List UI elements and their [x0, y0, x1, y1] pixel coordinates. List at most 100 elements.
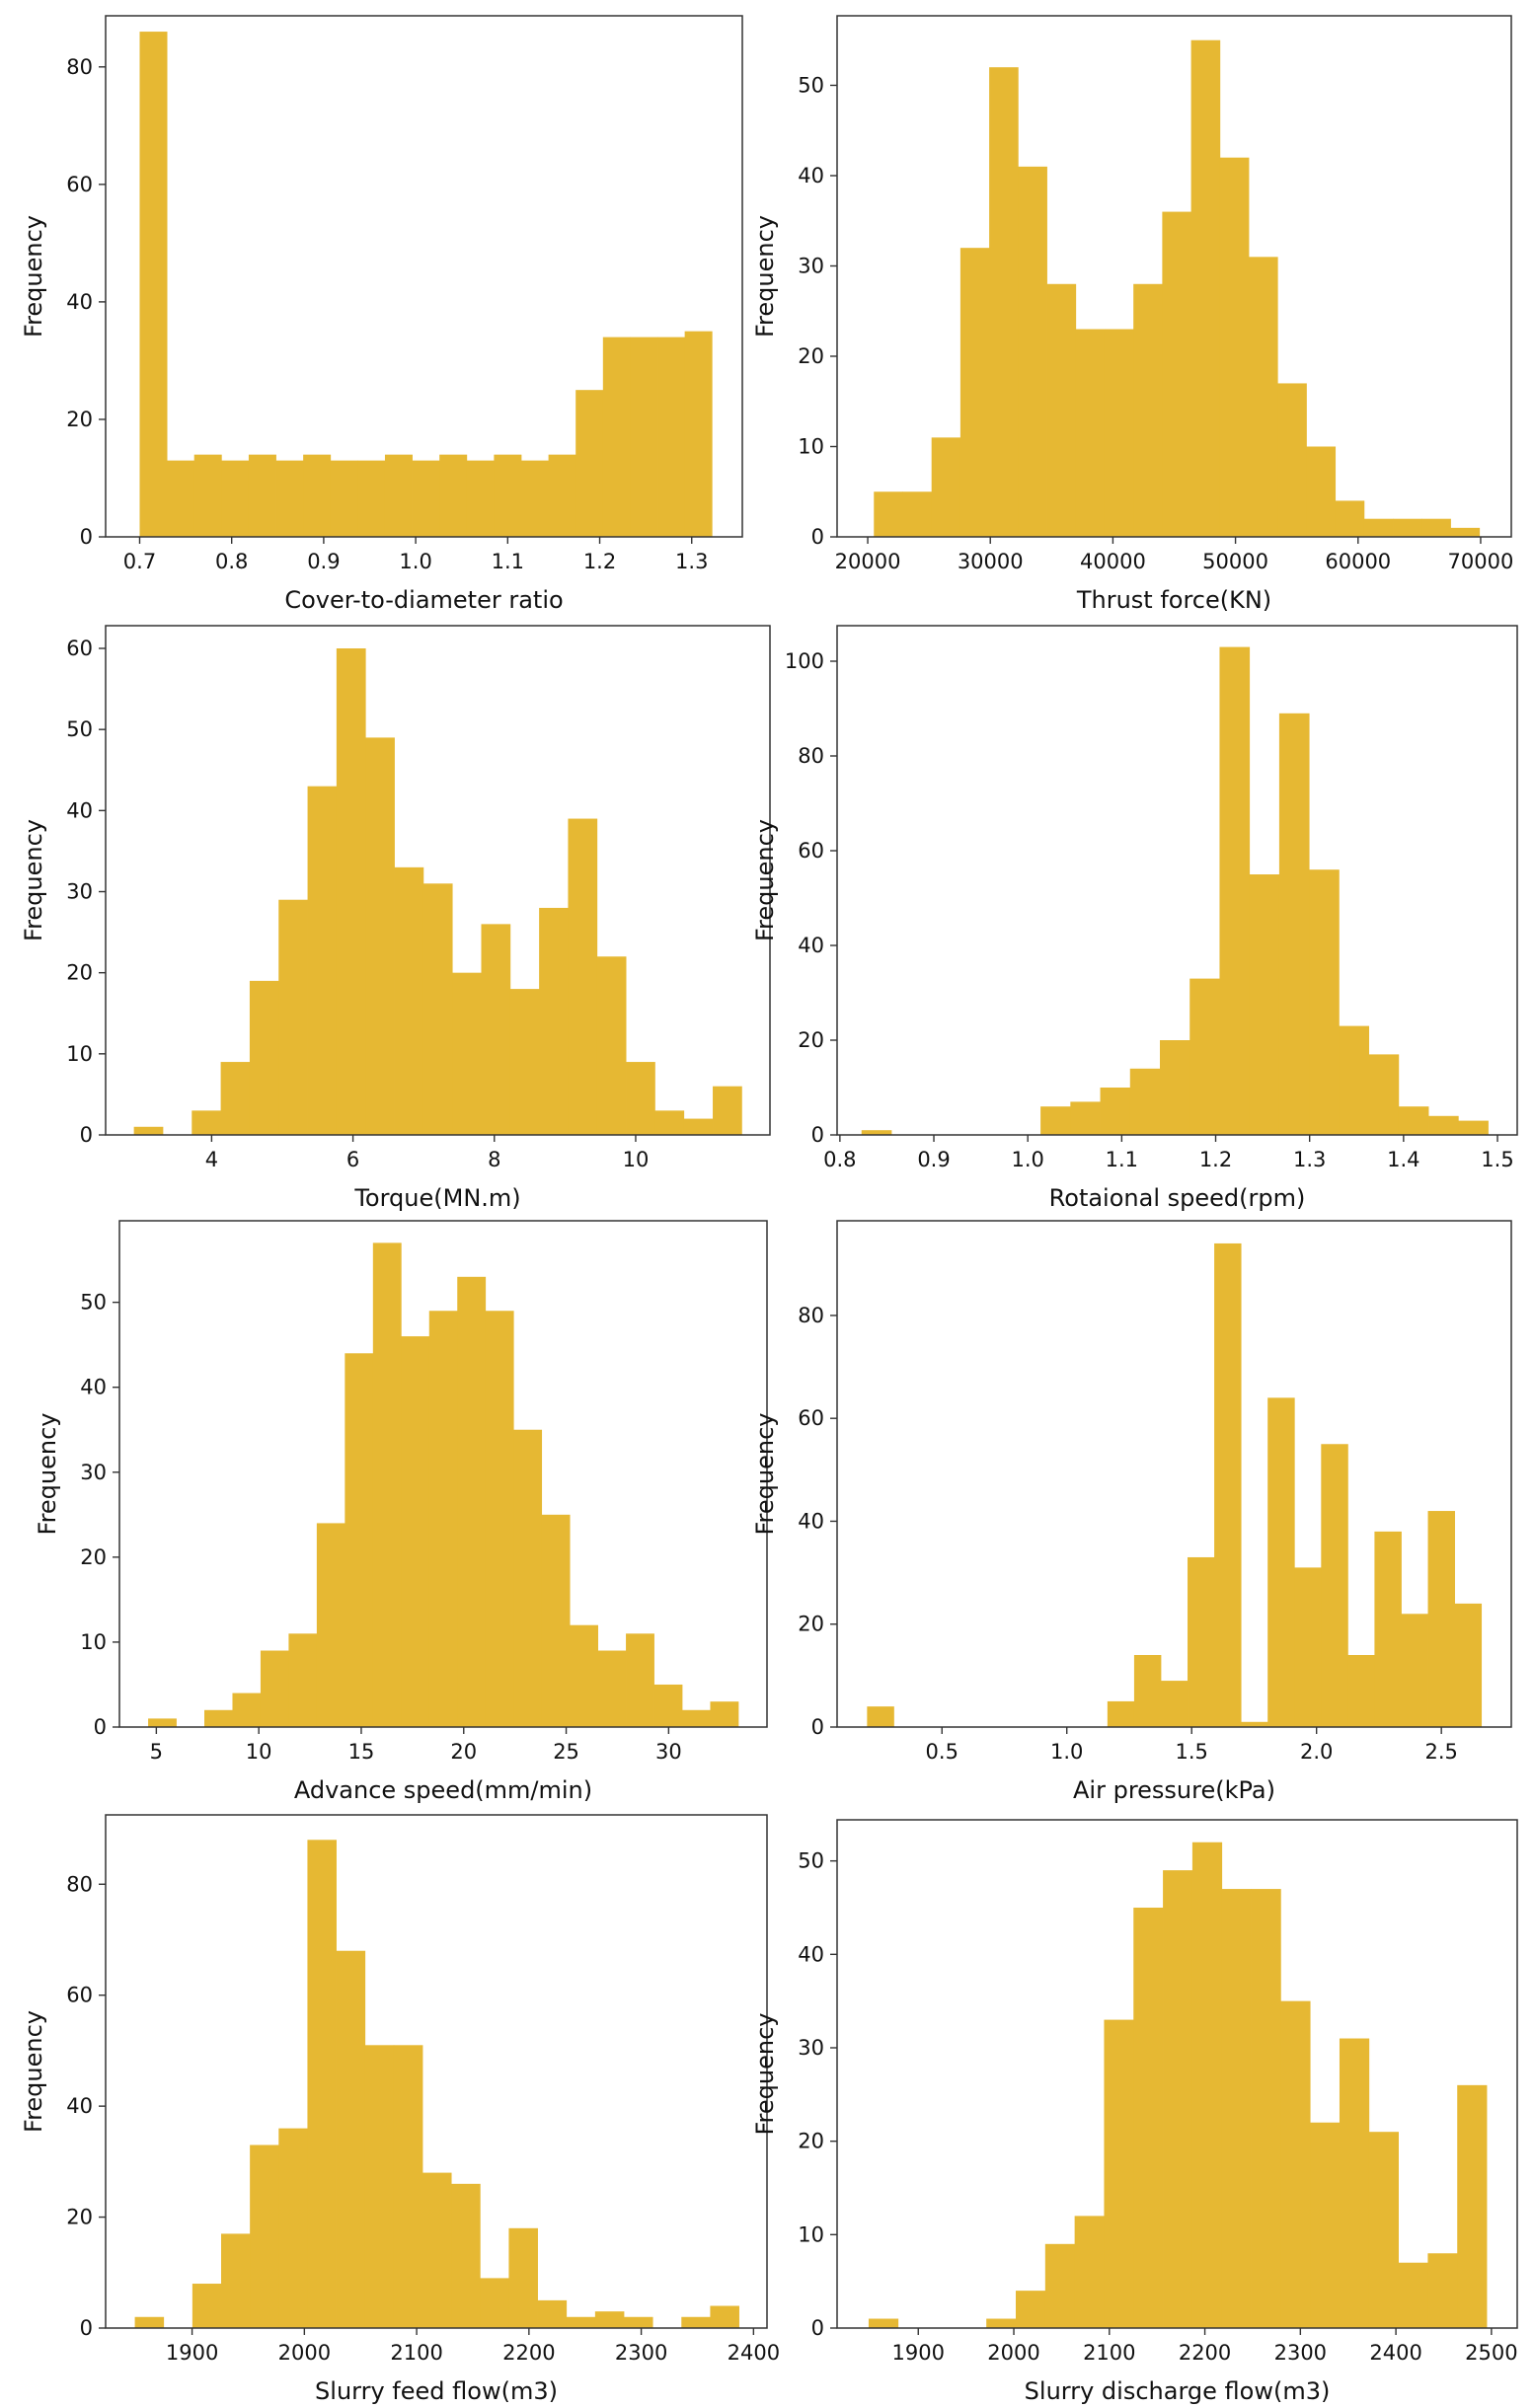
histogram-bar [422, 2172, 452, 2328]
x-tick-label: 50000 [1202, 550, 1268, 573]
histogram-bar [1188, 1556, 1215, 1727]
histogram-bar [457, 1276, 487, 1727]
y-tick-label: 50 [798, 73, 824, 97]
histogram-bar [330, 460, 358, 537]
histogram-bar [1133, 1907, 1164, 2328]
histogram-bar [1163, 1870, 1193, 2328]
histogram-bar [575, 390, 604, 537]
histogram-bar [1280, 2000, 1311, 2328]
y-tick-label: 0 [80, 2316, 93, 2340]
histogram-bar [597, 1650, 627, 1727]
y-tick-label: 10 [66, 1042, 93, 1066]
histogram-bar [653, 1684, 683, 1727]
y-axis-label: Frequency [751, 1413, 779, 1536]
x-tick-label: 0.9 [307, 550, 340, 573]
x-tick-label: 2200 [502, 2341, 555, 2365]
histogram-bar [428, 1311, 458, 1727]
histogram-bar [596, 956, 627, 1135]
histogram-bar [710, 1701, 739, 1727]
histogram-bar [602, 337, 631, 537]
x-tick-label: 2100 [1083, 2341, 1135, 2365]
y-tick-label: 0 [80, 525, 93, 549]
y-tick-label: 40 [80, 1376, 107, 1399]
x-tick-label: 6 [346, 1148, 359, 1171]
y-tick-label: 40 [798, 934, 824, 957]
x-tick-label: 2300 [615, 2341, 667, 2365]
y-tick-label: 60 [66, 173, 93, 196]
histogram-bar [682, 1709, 711, 1727]
histogram-bar [1129, 1068, 1161, 1135]
y-axis-label: Frequency [34, 1413, 61, 1536]
histogram-bar [1339, 1025, 1369, 1135]
histogram-bar [357, 460, 386, 537]
histogram-bar [336, 1950, 366, 2328]
x-tick-label: 8 [488, 1148, 500, 1171]
histogram-bar [1294, 1567, 1322, 1727]
x-tick-label: 20 [450, 1740, 477, 1764]
x-tick-label: 2000 [987, 2341, 1039, 2365]
histogram-bar [1162, 211, 1191, 537]
histogram-bar [316, 1523, 345, 1727]
histogram-bar [1267, 1397, 1295, 1727]
y-tick-label: 100 [785, 649, 824, 673]
x-tick-label: 0.8 [215, 550, 248, 573]
y-tick-label: 20 [66, 2206, 93, 2229]
x-tick-label: 0.9 [917, 1148, 950, 1171]
x-tick-label: 60000 [1325, 550, 1391, 573]
y-axis-label: Frequency [751, 819, 779, 941]
y-tick-label: 20 [798, 1613, 824, 1636]
x-tick-label: 2400 [1369, 2341, 1421, 2365]
histogram-bar [336, 648, 366, 1135]
histogram-bar [133, 1126, 164, 1135]
y-tick-label: 10 [798, 2222, 824, 2246]
histogram-bar [874, 491, 903, 537]
histogram-bar [260, 1650, 289, 1727]
histogram-bar [1219, 646, 1251, 1135]
histogram-panel-4: 0.8 0.9 1.0 1.1 1.2 1.3 1.4 1.5 0 20 40 60 80 100 Rota… [751, 625, 1518, 1212]
histogram-bar [1335, 500, 1365, 537]
y-tick-label: 20 [798, 2130, 824, 2153]
y-tick-label: 0 [811, 1715, 824, 1739]
y-tick-label: 30 [80, 1461, 107, 1484]
y-tick-label: 30 [798, 254, 824, 277]
histogram-bar [1277, 383, 1307, 537]
plot-frame [118, 1220, 768, 1728]
x-tick-label: 5 [150, 1740, 163, 1764]
x-tick-label: 1.0 [1050, 1740, 1083, 1764]
histogram-bar [148, 1718, 177, 1727]
histogram-bar [1040, 1106, 1071, 1135]
histogram-bar [654, 1110, 685, 1135]
histogram-bar [401, 1336, 430, 1727]
histogram-bar [1190, 39, 1221, 538]
y-tick-label: 20 [798, 344, 824, 368]
x-tick-label: 0.7 [123, 550, 156, 573]
plot-frame [105, 625, 771, 1136]
histogram-bar [1347, 1655, 1375, 1727]
histogram-bar [422, 883, 453, 1135]
histogram-bar [1133, 1655, 1162, 1727]
y-tick-label: 0 [811, 525, 824, 549]
y-tick-label: 80 [798, 1304, 824, 1327]
histogram-bar [1251, 1889, 1281, 2328]
x-axis-label: Slurry feed flow(m3) [315, 2377, 558, 2405]
histogram-bar [1189, 978, 1220, 1135]
histogram-bar [1398, 2262, 1428, 2328]
histogram-bar [365, 737, 395, 1135]
x-tick-label: 2500 [1465, 2341, 1517, 2365]
histogram-bar [480, 2278, 509, 2328]
histogram-bar [384, 454, 413, 537]
y-tick-label: 30 [798, 2036, 824, 2060]
histogram-bar [1457, 2084, 1488, 2328]
x-tick-label: 2200 [1179, 2341, 1231, 2365]
y-tick-label: 60 [798, 839, 824, 863]
plot-frame [836, 625, 1518, 1136]
histogram-bar [1191, 1842, 1223, 2328]
y-tick-label: 20 [798, 1028, 824, 1052]
histogram-bar [1310, 2122, 1341, 2328]
histogram-bar [1107, 1700, 1135, 1727]
histogram-bar [134, 2316, 165, 2328]
y-tick-label: 60 [798, 1406, 824, 1430]
x-tick-label: 70000 [1448, 550, 1514, 573]
x-tick-label: 1.3 [1293, 1148, 1326, 1171]
y-axis-label: Frequency [20, 819, 47, 941]
